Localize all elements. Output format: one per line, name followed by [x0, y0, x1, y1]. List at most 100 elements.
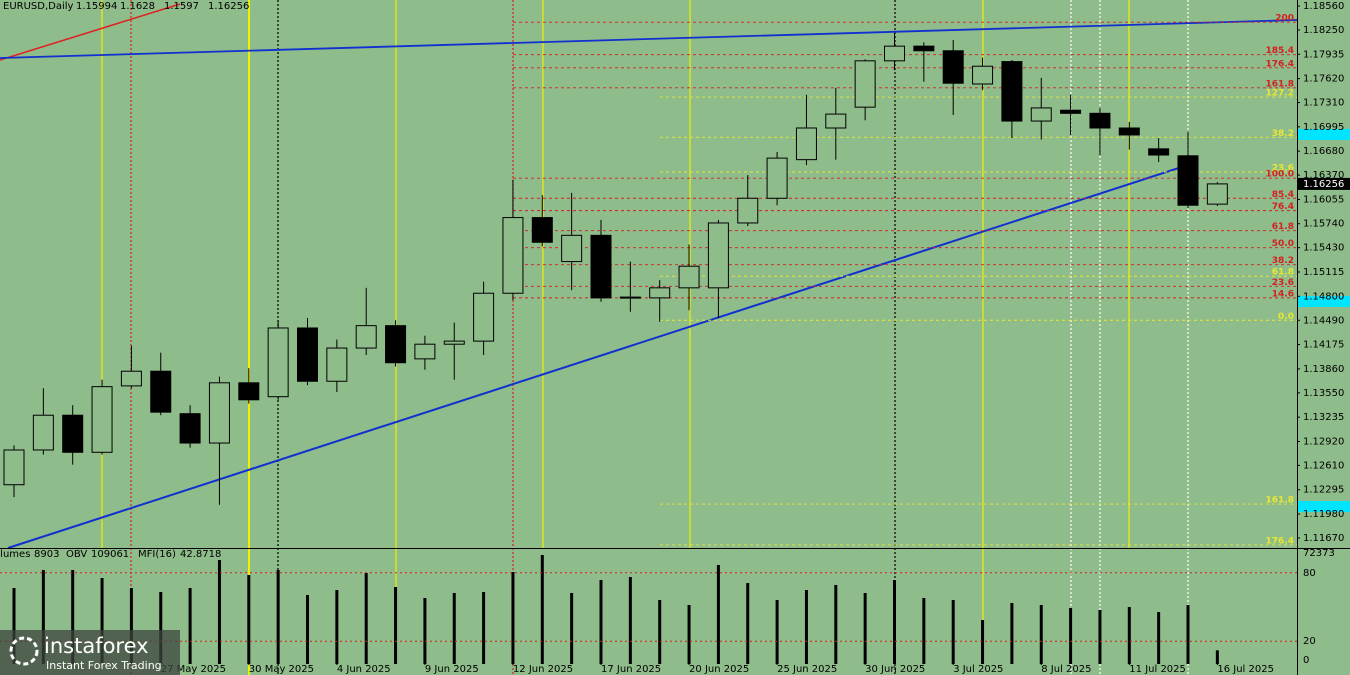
volume-bar [540, 555, 544, 664]
fib-label: 176.4 [1266, 59, 1294, 69]
y-tick-label: 1.15115 [1303, 267, 1344, 278]
candle-body [502, 217, 524, 294]
y-tick-label: 1.16680 [1303, 146, 1344, 157]
logo-bg [0, 630, 180, 675]
y-tick-label: 1.12610 [1303, 460, 1344, 471]
candle-body [1089, 112, 1111, 129]
x-tick-label: 16 Jul 2025 [1217, 664, 1274, 675]
volume-bar [658, 600, 662, 664]
candle-body [238, 382, 260, 401]
x-tick-label: 4 Jun 2025 [337, 664, 391, 675]
trend-line [7, 164, 1189, 549]
candle-body [150, 370, 172, 413]
x-tick-label: 12 Jun 2025 [513, 664, 573, 675]
volume-bar [41, 570, 45, 664]
volume-bar [247, 575, 251, 664]
y-tick-label: 1.18560 [1303, 1, 1344, 12]
candle-body [91, 386, 113, 453]
candle-body [942, 50, 964, 84]
x-tick-label: 30 May 2025 [249, 664, 314, 675]
y-tick-label: 1.13550 [1303, 388, 1344, 399]
fib-label: 50.0 [1272, 239, 1294, 249]
volume-bar [1069, 608, 1073, 664]
x-tick-label: 17 Jun 2025 [601, 664, 661, 675]
volume-bar [1215, 650, 1219, 664]
y-tick-label: 1.17620 [1303, 74, 1344, 85]
y-tick-label: 1.14175 [1303, 340, 1344, 351]
candle-body [619, 296, 641, 299]
candle-body [414, 343, 436, 360]
header-low: 1.1597 [164, 1, 199, 12]
volume-bar [922, 598, 926, 664]
cyan-label [1297, 296, 1350, 307]
volume-bar [834, 585, 838, 664]
y-tick-label: 1.17935 [1303, 49, 1344, 60]
candle-body [1001, 61, 1023, 122]
volume-bar [716, 565, 720, 664]
fib-label: 161.8 [1266, 496, 1294, 506]
fib-label: 23.6 [1272, 278, 1294, 288]
volume-bar [981, 620, 985, 664]
logo: instaforex Instant Forex Trading [0, 630, 180, 675]
mfi-value: 42.8718 [180, 549, 221, 560]
fib-levels: 200185.4176.4161.8127.238.223.6100.085.4… [513, 14, 1297, 546]
volume-bar [364, 573, 368, 664]
y-tick-label: 1.12295 [1303, 485, 1344, 496]
y-tick-label: 1.14800 [1303, 291, 1344, 302]
x-tick-label: 20 Jun 2025 [689, 664, 749, 675]
fib-label: 61.8 [1272, 268, 1294, 278]
volume-header-value: 8903 [34, 549, 59, 560]
volume-panel: 27 May 2025 30 May 2025 4 Jun 2025 9 Jun 20… [0, 548, 1335, 675]
fib-label: 100.0 [1266, 170, 1294, 180]
volume-bar [1157, 612, 1161, 664]
volume-bar [951, 600, 955, 664]
y-tick-label: 1.16055 [1303, 194, 1344, 205]
y-tick-label: 1.15740 [1303, 219, 1344, 230]
volume-bar [893, 580, 896, 664]
volume-bar [188, 588, 192, 664]
candle-body [854, 60, 876, 108]
fib-label: 38.2 [1272, 129, 1294, 139]
fib-label: 85.4 [1272, 190, 1294, 200]
volume-bar [12, 588, 16, 664]
y-tick-label: 1.17310 [1303, 98, 1344, 109]
fib-label: 161.8 [1266, 79, 1294, 89]
candle-body [737, 197, 759, 224]
fib-label: 200 [1275, 14, 1294, 24]
x-tick-label: 8 Jul 2025 [1041, 664, 1091, 675]
candle-body [1030, 107, 1052, 122]
candle-body [531, 217, 553, 243]
volume-bar [1010, 603, 1014, 664]
fib-label: 127.2 [1266, 89, 1294, 99]
candle-body [649, 287, 671, 299]
header-close: 1.16256 [208, 1, 249, 12]
candle-body [385, 325, 407, 364]
volume-bar [804, 590, 808, 664]
volume-bar [100, 578, 104, 664]
candle-body [473, 292, 495, 342]
candle-body [1148, 148, 1170, 156]
logo-name: instaforex [44, 634, 149, 658]
mfi-level-label: 20 [1303, 636, 1316, 647]
y-tick-label: 1.16995 [1303, 122, 1344, 133]
candle-body [267, 327, 289, 398]
y-tick-label: 1.14490 [1303, 315, 1344, 326]
y-tick-label: 1.12920 [1303, 436, 1344, 447]
volume-bar [687, 605, 691, 664]
symbol-title: EURUSD,Daily [3, 1, 74, 12]
candle-body [766, 157, 788, 199]
logo-icon [9, 636, 39, 666]
candle-body [120, 370, 142, 387]
volume-bar [628, 577, 632, 664]
logo-tagline: Instant Forex Trading [46, 659, 162, 672]
cyan-label [1297, 129, 1350, 140]
candle-body [1118, 127, 1140, 136]
volume-bar [394, 587, 398, 664]
candle-body [1206, 183, 1228, 205]
candle-body [913, 45, 935, 52]
y-tick-label: 1.18250 [1303, 25, 1344, 36]
x-tick-label: 30 Jun 2025 [865, 664, 925, 675]
volume-bar [129, 588, 133, 664]
y-tick-label: 1.15430 [1303, 243, 1344, 254]
y-tick-label: 1.13235 [1303, 412, 1344, 423]
